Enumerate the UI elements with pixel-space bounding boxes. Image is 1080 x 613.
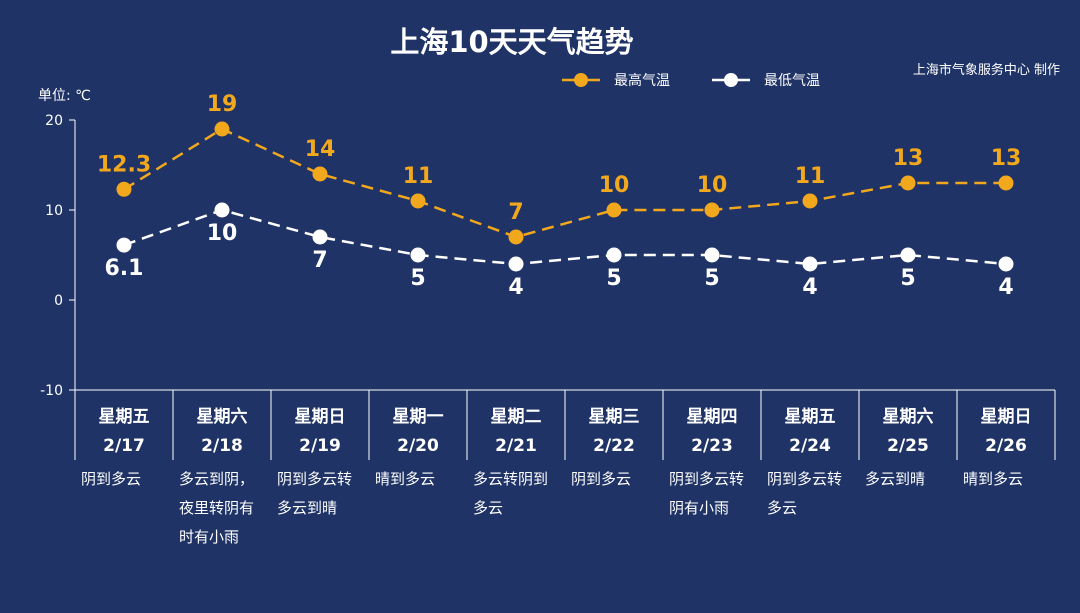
x-label-weekday: 星期一 <box>393 407 444 427</box>
data-point-high <box>508 229 524 245</box>
x-label-weekday: 星期六 <box>883 406 934 427</box>
data-point-low <box>410 247 426 263</box>
data-point-low <box>214 202 230 218</box>
data-point-high <box>998 175 1014 191</box>
weather-description-line: 阴到多云转 <box>669 470 744 488</box>
y-tick-label: 10 <box>45 203 63 219</box>
x-label-date: 2/21 <box>495 436 537 456</box>
data-point-high <box>606 202 622 218</box>
data-point-low <box>900 247 916 263</box>
data-point-high <box>704 202 720 218</box>
data-label-low: 4 <box>998 275 1013 300</box>
x-label-date: 2/17 <box>103 436 145 456</box>
legend-marker-high <box>574 73 588 87</box>
data-point-high <box>312 166 328 182</box>
data-point-high <box>214 121 230 137</box>
series-low: 6.1 10 7 5 4 5 5 4 5 4 <box>105 202 1014 300</box>
data-label-low: 5 <box>606 266 621 291</box>
weather-description-line: 晴到多云 <box>375 470 435 488</box>
y-axis-unit-label: 单位: ℃ <box>38 88 91 104</box>
data-label-high: 11 <box>795 164 826 189</box>
weather-description-line: 多云到阴， <box>179 470 254 488</box>
weather-description-line: 时有小雨 <box>179 528 239 546</box>
data-point-high <box>410 193 426 209</box>
source-label: 上海市气象服务中心 制作 <box>913 62 1060 78</box>
data-label-high: 12.3 <box>97 152 151 177</box>
legend-label-low: 最低气温 <box>764 73 820 89</box>
x-label-weekday: 星期日 <box>295 407 346 427</box>
x-label-date: 2/22 <box>593 436 635 456</box>
weather-description-line: 多云到晴 <box>865 470 925 488</box>
data-point-low <box>606 247 622 263</box>
x-label-date: 2/20 <box>397 436 439 456</box>
series-line-high <box>123 127 1006 239</box>
data-label-low: 5 <box>410 266 425 291</box>
data-label-low: 4 <box>508 275 523 300</box>
weather-description-line: 阴到多云转 <box>767 470 842 488</box>
weather-description-line: 阴有小雨 <box>669 499 729 517</box>
data-label-high: 19 <box>207 92 238 117</box>
legend-label-high: 最高气温 <box>614 72 670 89</box>
x-label-weekday: 星期五 <box>99 407 150 427</box>
data-label-high: 7 <box>508 200 523 225</box>
data-label-low: 6.1 <box>105 256 144 281</box>
data-label-high: 14 <box>305 137 336 162</box>
x-label-weekday: 星期五 <box>785 407 836 427</box>
weather-description-line: 阴到多云 <box>571 470 631 488</box>
legend-marker-low <box>724 73 738 87</box>
data-label-low: 10 <box>207 221 238 246</box>
data-label-low: 5 <box>704 266 719 291</box>
data-label-high: 10 <box>697 173 728 198</box>
x-label-weekday: 星期二 <box>491 407 542 427</box>
x-label-date: 2/23 <box>691 436 733 456</box>
data-label-high: 13 <box>991 146 1022 171</box>
series-line-low <box>123 208 1007 266</box>
data-point-high <box>900 175 916 191</box>
weather-description-line: 夜里转阴有 <box>179 499 254 517</box>
data-point-low <box>802 256 818 272</box>
data-point-low <box>508 256 524 272</box>
legend-item-high: 最高气温 <box>562 72 670 89</box>
chart-title: 上海10天天气趋势 <box>390 25 633 59</box>
weather-description-line: 多云到晴 <box>277 499 337 517</box>
weather-description-line: 多云转阴到 <box>473 470 548 488</box>
x-label-weekday: 星期六 <box>197 406 248 427</box>
legend: 最高气温 最低气温 <box>562 72 820 89</box>
x-label-weekday: 星期三 <box>589 407 640 427</box>
data-label-low: 4 <box>802 275 817 300</box>
data-label-low: 5 <box>900 266 915 291</box>
data-point-low <box>998 256 1014 272</box>
x-label-date: 2/18 <box>201 436 243 456</box>
y-tick-label: -10 <box>40 383 63 399</box>
weather-description-line: 晴到多云 <box>963 470 1023 488</box>
y-tick-label: 20 <box>45 113 63 129</box>
data-label-low: 7 <box>312 248 327 273</box>
y-axis-ticks: 20 10 0 -10 <box>40 113 75 399</box>
x-label-date: 2/25 <box>887 436 929 456</box>
y-tick-label: 0 <box>54 293 63 309</box>
legend-item-low: 最低气温 <box>712 73 820 89</box>
data-point-high <box>802 193 818 209</box>
x-label-weekday: 星期四 <box>687 407 738 427</box>
data-label-high: 10 <box>599 173 630 198</box>
data-point-low <box>704 247 720 263</box>
data-label-high: 11 <box>403 164 434 189</box>
weather-description-line: 多云 <box>767 499 797 517</box>
x-label-date: 2/26 <box>985 436 1027 456</box>
x-label-weekday: 星期日 <box>981 407 1032 427</box>
data-label-high: 13 <box>893 146 924 171</box>
x-label-date: 2/24 <box>789 436 831 456</box>
weather-description-line: 多云 <box>473 499 503 517</box>
x-label-date: 2/19 <box>299 436 341 456</box>
series-high: 12.3 19 14 11 7 10 10 11 13 13 <box>97 92 1022 245</box>
weather-description-line: 阴到多云 <box>81 470 141 488</box>
data-point-low <box>312 229 328 245</box>
data-point-high <box>116 181 132 197</box>
data-point-low <box>116 237 132 253</box>
weather-description-line: 阴到多云转 <box>277 470 352 488</box>
